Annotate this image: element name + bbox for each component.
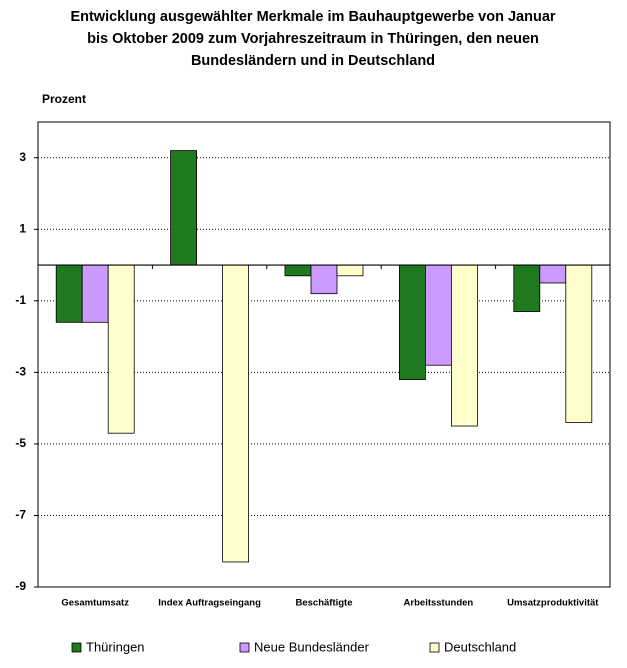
bar [424,264,452,366]
y-tick-label: -5 [15,436,26,450]
bar [539,264,567,284]
bar [55,264,83,323]
legend-swatch [71,642,82,653]
chart-title: Entwicklung ausgewählter Merkmale im Bau… [70,9,555,25]
y-tick-label: 3 [19,150,26,164]
bar [107,264,135,434]
y-tick-label: -9 [15,579,26,593]
y-tick-label: 1 [19,221,26,235]
legend-swatch [429,642,440,653]
legend-swatch [239,642,250,653]
legend-label: Thüringen [86,639,145,654]
chart-title: bis Oktober 2009 zum Vorjahreszeitraum i… [87,31,539,47]
legend-label: Deutschland [444,639,516,654]
chart-title: Bundesländern und in Deutschland [191,53,435,69]
x-tick-label: Gesamtumsatz [61,598,129,609]
bar [284,264,312,277]
bar [170,150,198,266]
x-tick-label: Beschäftigte [295,598,352,609]
bar [565,264,593,423]
bar [310,264,338,295]
bar [398,264,426,380]
legend-label: Neue Bundesländer [254,639,370,654]
bar [336,264,364,277]
bar [450,264,478,427]
x-tick-label: Umsatzproduktivität [507,598,599,609]
bar [81,264,109,323]
y-tick-label: -3 [15,365,26,379]
x-tick-label: Index Auftragseingang [158,598,261,609]
plot-area [37,121,611,588]
bar [513,264,541,312]
y-tick-label: -7 [15,508,26,522]
y-axis-label: Prozent [42,92,86,106]
y-tick-label: -1 [15,293,26,307]
x-tick-label: Arbeitsstunden [404,598,474,609]
bar [222,264,250,563]
